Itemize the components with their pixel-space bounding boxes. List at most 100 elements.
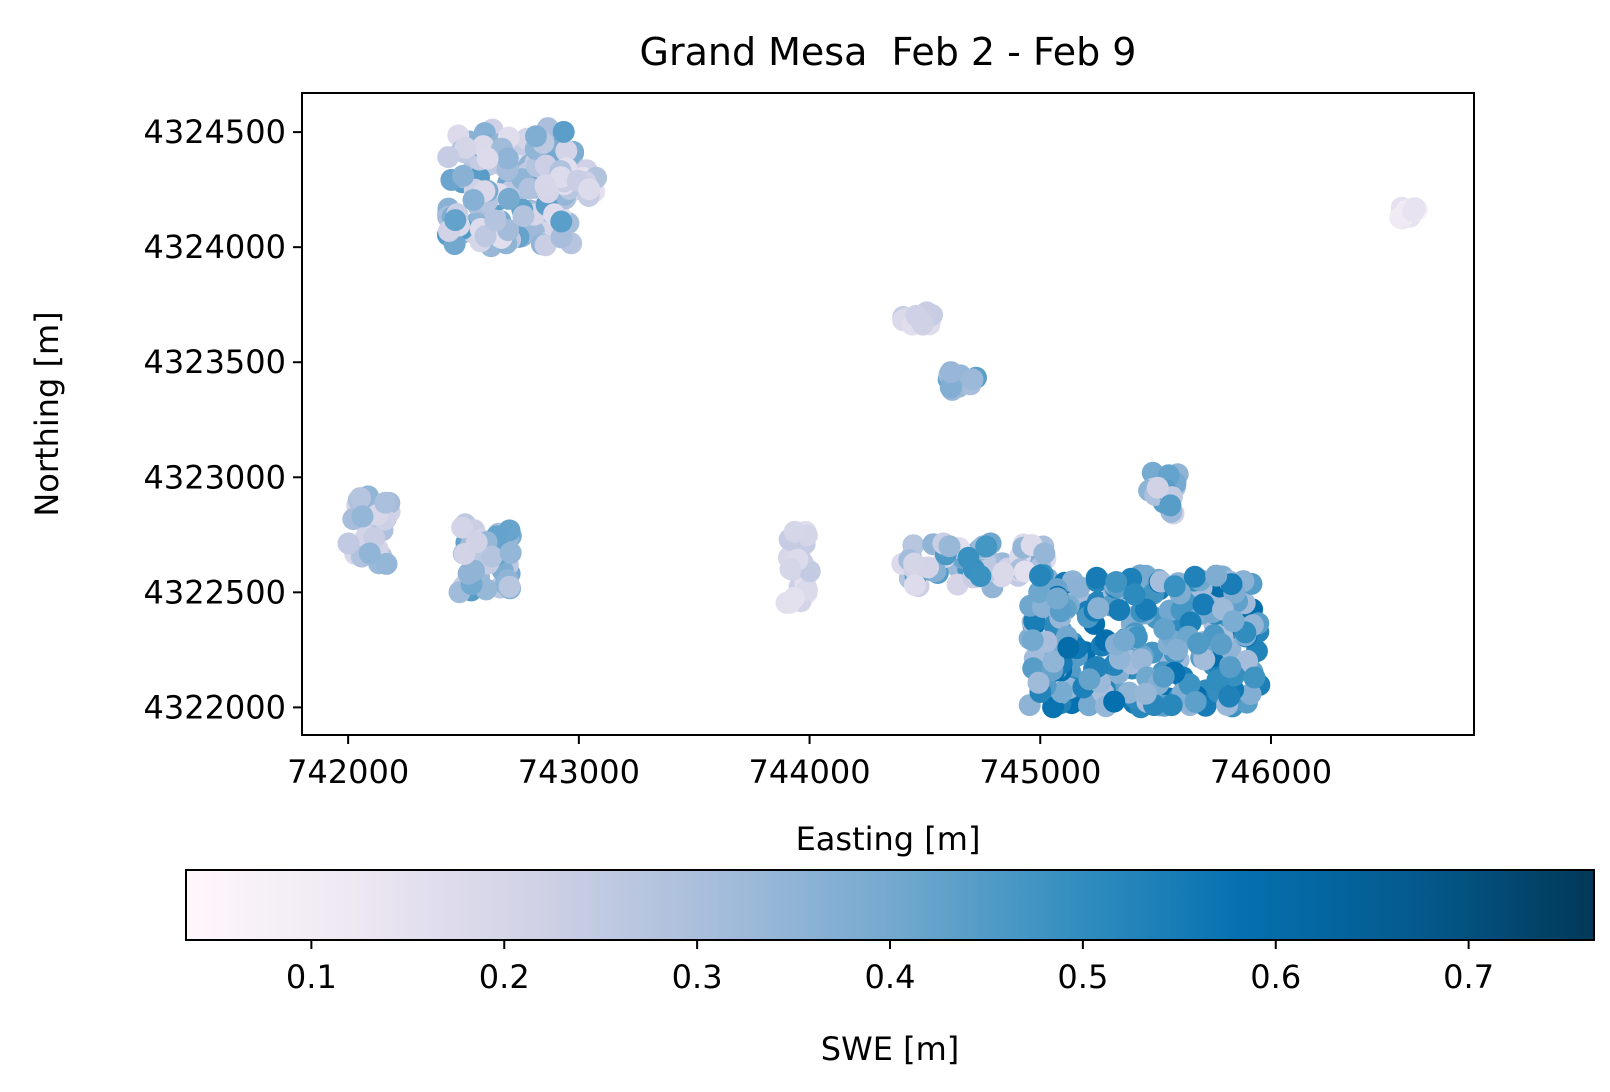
scatter-point — [1205, 564, 1228, 587]
scatter-point — [463, 559, 485, 582]
scatter-point — [1187, 632, 1210, 655]
colorbar-tick-label: 0.4 — [865, 958, 916, 996]
scatter-point — [1146, 476, 1169, 499]
scatter-point — [476, 147, 499, 170]
colorbar-label: SWE [m] — [821, 1030, 959, 1068]
scatter-point — [1135, 598, 1158, 621]
scatter-point — [497, 187, 520, 210]
scatter-point — [975, 535, 998, 558]
scatter-point — [462, 189, 485, 211]
y-tick-label: 4323500 — [143, 343, 286, 381]
colorbar-tick-label: 0.6 — [1250, 958, 1301, 996]
scatter-point — [1134, 682, 1157, 705]
x-tick-label: 744000 — [748, 753, 870, 791]
y-tick-label: 4322000 — [143, 688, 286, 726]
scatter-point — [444, 209, 467, 232]
scatter-point — [375, 552, 398, 575]
scatter-point — [783, 520, 806, 543]
scatter-point — [1042, 650, 1065, 673]
y-tick-label: 4322500 — [143, 573, 286, 611]
scatter-point — [1183, 565, 1206, 588]
scatter-point — [1184, 690, 1207, 713]
scatter-point — [1103, 690, 1126, 713]
scatter-point — [1021, 629, 1044, 652]
scatter-points — [337, 117, 1428, 719]
scatter-point — [1033, 542, 1056, 565]
scatter-point — [484, 209, 507, 232]
x-tick-label: 743000 — [518, 753, 640, 791]
scatter-point — [1130, 648, 1153, 671]
scatter-point — [534, 175, 557, 198]
chart-title: Grand Mesa Feb 2 - Feb 9 — [640, 30, 1137, 74]
scatter-point — [498, 575, 521, 598]
scatter-point — [1218, 685, 1241, 708]
colorbar-gradient — [185, 869, 1595, 941]
scatter-point — [349, 487, 372, 510]
scatter-point — [905, 304, 928, 327]
y-tick-label: 4323000 — [143, 458, 286, 496]
scatter-point — [1108, 599, 1131, 621]
scatter-point — [1028, 581, 1051, 604]
colorbar-tick-label: 0.7 — [1443, 958, 1494, 996]
scatter-point — [552, 120, 575, 143]
colorbar-tick-label: 0.3 — [672, 958, 723, 996]
scatter-point — [1159, 494, 1182, 517]
scatter-point — [452, 164, 475, 187]
scatter-point — [337, 532, 360, 555]
y-axis-label: Northing [m] — [28, 311, 66, 516]
scatter-point — [474, 225, 497, 248]
scatter-point — [578, 178, 601, 201]
scatter-point — [1078, 694, 1100, 717]
scatter-point — [550, 226, 573, 249]
y-tick-label: 4324500 — [143, 113, 286, 151]
scatter-point — [903, 552, 926, 575]
scatter-point — [779, 557, 802, 580]
scatter-point — [1105, 571, 1128, 593]
scatter-point — [1046, 587, 1069, 610]
scatter-point — [1113, 629, 1135, 652]
colorbar-tick-label: 0.2 — [479, 958, 530, 996]
scatter-point — [480, 545, 503, 568]
colorbar-tick-label: 0.5 — [1057, 958, 1108, 996]
scatter-point — [1192, 593, 1215, 616]
scatter-point — [358, 542, 381, 565]
scatter-point — [1029, 564, 1051, 587]
x-axis-label: Easting [m] — [796, 820, 981, 858]
scatter-point — [465, 531, 488, 554]
scatter-point — [1166, 638, 1189, 661]
scatter-point — [1068, 576, 1091, 599]
scatter-point — [374, 491, 397, 514]
scatter-point — [939, 376, 962, 399]
scatter-point — [496, 147, 519, 170]
scatter-point — [451, 516, 474, 539]
colorbar-tick-label: 0.1 — [286, 958, 337, 996]
y-axis-ticks: 4322000 4322500 4323000 4323500 4324000 43245… — [143, 113, 302, 726]
scatter-point — [512, 205, 535, 228]
scatter-point — [555, 139, 578, 162]
scatter-point — [1219, 656, 1242, 679]
scatter-point — [1057, 636, 1080, 659]
scatter-point — [961, 368, 984, 391]
scatter-point — [1163, 575, 1186, 598]
scatter-point — [1222, 610, 1245, 633]
x-tick-label: 742000 — [287, 753, 409, 791]
scatter-point — [1243, 666, 1266, 689]
scatter-point — [550, 210, 573, 233]
scatter-point — [1402, 200, 1425, 223]
x-axis-ticks: 742000 743000 744000 745000 746000 — [287, 735, 1332, 791]
scatter-point — [1160, 694, 1183, 717]
scatter-point — [1236, 649, 1259, 672]
plot-frame — [301, 92, 1475, 736]
scatter-point — [969, 565, 992, 588]
scatter-point — [1210, 633, 1233, 656]
scatter-point — [437, 146, 460, 169]
scatter-point — [454, 136, 477, 159]
scatter-point — [351, 505, 374, 528]
scatter-point — [1027, 671, 1050, 694]
x-tick-label: 745000 — [979, 753, 1101, 791]
scatter-point — [525, 125, 547, 148]
scatter-point — [1152, 665, 1175, 688]
scatter-point — [1153, 618, 1176, 640]
